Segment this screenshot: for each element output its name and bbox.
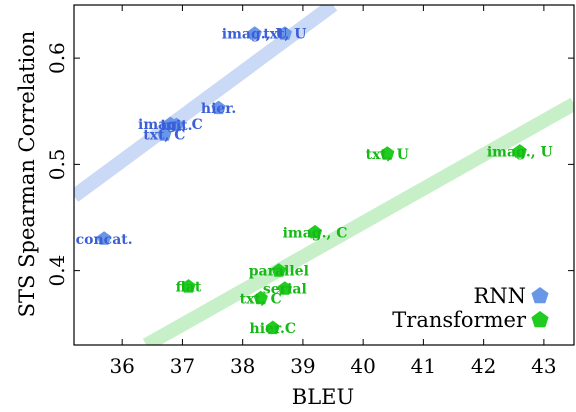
x-tick-label: 37 xyxy=(170,354,195,378)
data-point xyxy=(97,231,112,245)
data-label: flat xyxy=(176,280,202,296)
data-point xyxy=(247,26,262,40)
x-tick-label: 41 xyxy=(411,354,436,378)
legend: RNN Transformer xyxy=(392,284,549,332)
plot-border xyxy=(73,4,575,346)
trend-line-1 xyxy=(142,97,574,345)
data-label: txt, C xyxy=(240,291,282,307)
data-point xyxy=(157,127,172,141)
x-tick-label: 42 xyxy=(471,354,496,378)
x-tick-label: 36 xyxy=(109,354,134,378)
y-tick-label: 0.4 xyxy=(45,255,69,287)
x-axis-label: BLEU xyxy=(292,385,354,409)
data-point xyxy=(380,146,395,160)
data-label: imag., U xyxy=(222,27,288,43)
data-label: serial xyxy=(263,282,307,298)
data-label: txt, U xyxy=(366,147,409,163)
x-tick-label: 38 xyxy=(230,354,255,378)
data-point xyxy=(277,26,292,40)
data-point xyxy=(271,263,286,277)
data-point xyxy=(169,117,184,132)
data-label: txt, U xyxy=(263,27,306,43)
data-points xyxy=(97,26,527,335)
legend-marker-rnn xyxy=(531,287,549,304)
data-label: txt, C xyxy=(143,128,185,144)
y-axis-label: STS Spearman Correlation xyxy=(15,31,39,318)
legend-label-rnn: RNN xyxy=(473,284,526,308)
data-point xyxy=(307,224,323,239)
data-label: imag., C xyxy=(138,117,203,133)
y-tick-label: 0.6 xyxy=(45,42,69,74)
data-point xyxy=(211,100,226,115)
x-tick-label: 39 xyxy=(290,354,315,378)
data-label: imag., U xyxy=(487,145,553,161)
x-tick-label: 40 xyxy=(350,354,375,378)
data-label: imag., C xyxy=(283,225,348,241)
data-label: hier.C xyxy=(250,321,297,337)
data-point xyxy=(181,279,196,293)
data-label: init. xyxy=(160,118,192,134)
data-point xyxy=(265,320,280,335)
y-tick-label: 0.5 xyxy=(45,148,69,180)
data-point xyxy=(277,281,292,295)
x-tick-label: 43 xyxy=(531,354,556,378)
legend-marker-transformer xyxy=(531,311,549,328)
legend-label-transformer: Transformer xyxy=(392,308,527,332)
data-point xyxy=(253,290,268,305)
data-point xyxy=(512,144,527,158)
data-label: hier. xyxy=(201,101,236,117)
data-label: parallel xyxy=(249,264,309,280)
plot-frame xyxy=(73,4,575,346)
data-label: concat. xyxy=(76,232,133,248)
axis-ticks: 36 37 38 39 40 41 42 43 0.4 0.5 0.6 xyxy=(45,5,574,378)
